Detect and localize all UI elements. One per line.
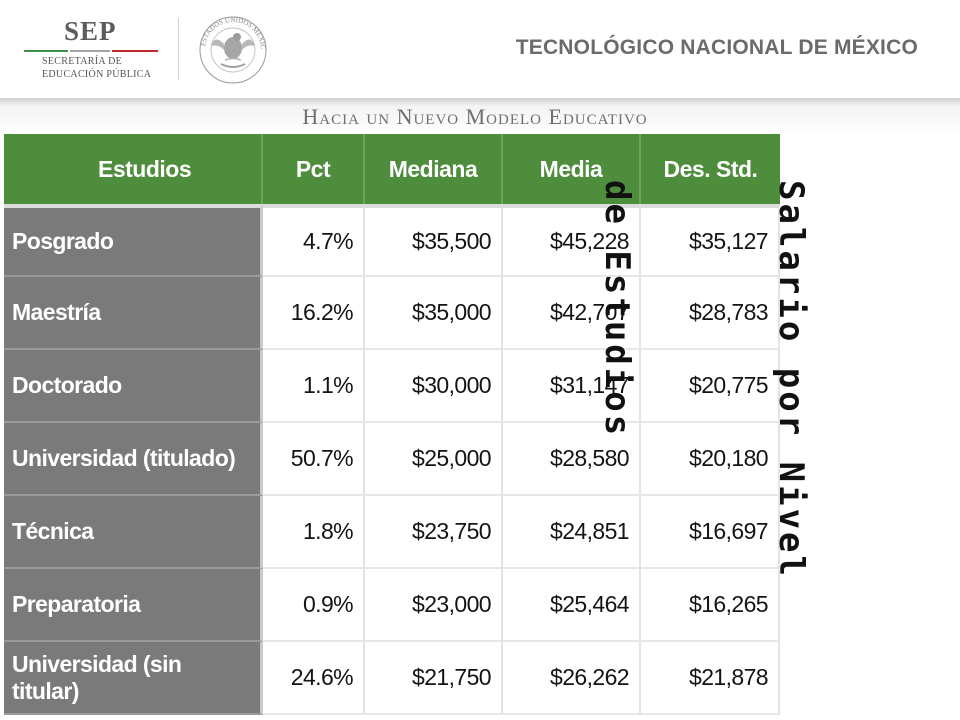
cell-media: $42,707 — [503, 277, 641, 350]
cell-mediana: $35,000 — [365, 277, 503, 350]
coat-of-arms-icon: ESTADOS UNIDOS MEXICANOS — [190, 6, 273, 84]
side-title-line-2: de Estudios — [597, 180, 637, 439]
table-row: Posgrado 4.7% $35,500 $45,228 $35,127 — [4, 204, 780, 277]
logo-line-green — [24, 50, 68, 52]
table-row: Universidad (sin titular) 24.6% $21,750 … — [4, 642, 780, 715]
cell-media: $31,147 — [503, 350, 641, 423]
cell-mediana: $30,000 — [365, 350, 503, 423]
header-mediana: Mediana — [365, 134, 503, 204]
cell-pct: 16.2% — [263, 277, 365, 350]
page-header: SEP SECRETARÍA DE EDUCACIÓN PÚBLICA ESTA… — [0, 0, 960, 98]
header-media: Media — [503, 134, 641, 204]
banner — [0, 98, 960, 134]
row-label: Maestría — [4, 277, 263, 350]
cell-des-std: $21,878 — [641, 642, 780, 715]
cell-pct: 24.6% — [263, 642, 365, 715]
side-title-line-1: Salario por Nivel — [771, 180, 811, 579]
cell-des-std: $20,775 — [641, 350, 780, 423]
logo-line-red — [112, 50, 158, 52]
logo-line-gray — [70, 50, 110, 52]
cell-mediana: $21,750 — [365, 642, 503, 715]
table-row: Maestría 16.2% $35,000 $42,707 $28,783 — [4, 277, 780, 350]
cell-media: $26,262 — [503, 642, 641, 715]
cell-des-std: $16,697 — [641, 496, 780, 569]
header-pct: Pct — [263, 134, 365, 204]
sep-logo-subtitle-1: SECRETARÍA DE — [42, 56, 123, 67]
cell-des-std: $28,783 — [641, 277, 780, 350]
cell-mediana: $23,000 — [365, 569, 503, 642]
table-row: Técnica 1.8% $23,750 $24,851 $16,697 — [4, 496, 780, 569]
cell-media: $24,851 — [503, 496, 641, 569]
sep-logo: SEP SECRETARÍA DE EDUCACIÓN PÚBLICA — [24, 16, 166, 86]
cell-pct: 4.7% — [263, 204, 365, 277]
table-header-row: Estudios Pct Mediana Media Des. Std. — [4, 134, 780, 204]
table-row: Universidad (titulado) 50.7% $25,000 $28… — [4, 423, 780, 496]
cell-mediana: $35,500 — [365, 204, 503, 277]
salary-table: Estudios Pct Mediana Media Des. Std. Pos… — [4, 134, 780, 715]
header-des-std: Des. Std. — [641, 134, 780, 204]
side-title: Salario por Nivel de Estudios — [597, 180, 936, 680]
cell-media: $28,580 — [503, 423, 641, 496]
sep-logo-subtitle-2: EDUCACIÓN PÚBLICA — [42, 69, 152, 80]
table-row: Preparatoria 0.9% $23,000 $25,464 $16,26… — [4, 569, 780, 642]
banner-title: Hacia un Nuevo Modelo Educativo — [302, 104, 648, 129]
cell-mediana: $25,000 — [365, 423, 503, 496]
row-label: Preparatoria — [4, 569, 263, 642]
cell-pct: 1.1% — [263, 350, 365, 423]
header-estudios: Estudios — [4, 134, 263, 204]
header-divider — [178, 18, 179, 80]
cell-pct: 50.7% — [263, 423, 365, 496]
cell-pct: 1.8% — [263, 496, 365, 569]
row-label: Universidad (titulado) — [4, 423, 263, 496]
table-row: Doctorado 1.1% $30,000 $31,147 $20,775 — [4, 350, 780, 423]
sep-logo-word: SEP — [64, 16, 117, 46]
cell-pct: 0.9% — [263, 569, 365, 642]
cell-des-std: $35,127 — [641, 204, 780, 277]
cell-mediana: $23,750 — [365, 496, 503, 569]
row-label: Posgrado — [4, 204, 263, 277]
cell-media: $25,464 — [503, 569, 641, 642]
cell-des-std: $16,265 — [641, 569, 780, 642]
cell-des-std: $20,180 — [641, 423, 780, 496]
row-label: Doctorado — [4, 350, 263, 423]
row-label: Universidad (sin titular) — [4, 642, 263, 715]
institution-name: TECNOLÓGICO NACIONAL DE MÉXICO — [515, 36, 918, 59]
cell-media: $45,228 — [503, 204, 641, 277]
row-label: Técnica — [4, 496, 263, 569]
